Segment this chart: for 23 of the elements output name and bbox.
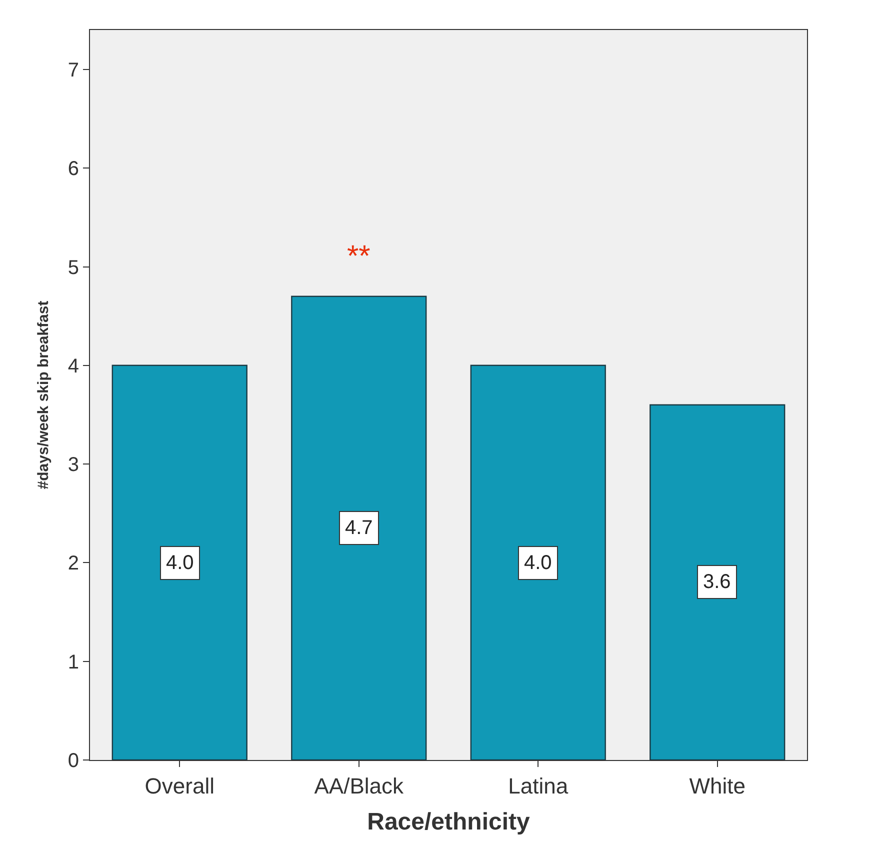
data-label: 4.7: [345, 517, 373, 539]
bar: [291, 296, 427, 760]
y-tick-label: 0: [68, 750, 79, 772]
x-axis-title: Race/ethnicity: [367, 808, 531, 836]
data-label: 3.6: [703, 571, 731, 593]
y-tick-label: 2: [68, 552, 79, 575]
data-label: 4.0: [166, 552, 194, 574]
x-tick-label: Overall: [144, 773, 214, 798]
y-tick-label: 7: [68, 59, 79, 82]
x-tick-label: AA/Black: [314, 773, 405, 798]
x-tick-label: Latina: [508, 773, 569, 798]
y-tick-label: 5: [68, 256, 79, 279]
bar: [470, 364, 606, 760]
bar: [650, 404, 786, 760]
y-tick-label: 6: [68, 158, 79, 180]
y-tick-label: 4: [68, 355, 79, 378]
annotation: **: [347, 240, 371, 273]
x-tick-label: White: [689, 773, 746, 798]
bar: [112, 364, 248, 760]
y-axis-title: #days/week skip breakfast: [35, 300, 52, 490]
y-tick-label: 1: [68, 651, 79, 674]
y-tick-label: 3: [68, 454, 79, 476]
data-label: 4.0: [524, 552, 552, 574]
